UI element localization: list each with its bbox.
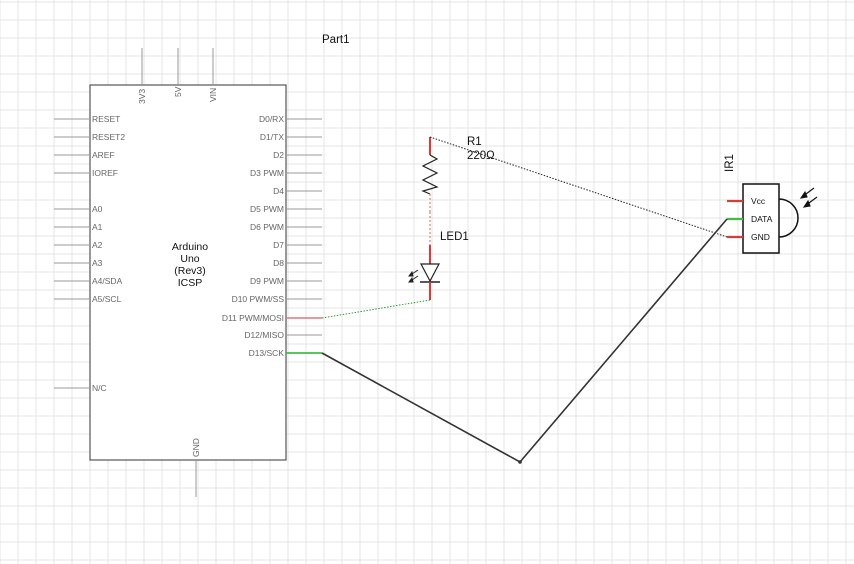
ir-ref: IR1	[724, 154, 736, 172]
led-ref: LED1	[440, 231, 469, 243]
ir-pin-label-vcc: Vcc	[751, 196, 766, 206]
chip-title-line-2: Uno	[180, 253, 199, 265]
pin-label-d11: D11 PWM/MOSI	[222, 313, 284, 323]
ir-pin-label-data: DATA	[751, 214, 773, 224]
ir-sensor-ir1[interactable]: IR1 Vcc DATA GND	[724, 154, 818, 254]
pin-label-a3: A3	[92, 258, 103, 268]
pin-label-ioref: IOREF	[92, 168, 118, 178]
ratsnest-d11-to-led[interactable]	[321, 299, 431, 319]
pin-label-a5-scl: A5/SCL	[92, 294, 122, 304]
pin-label-d3: D3 PWM	[250, 168, 284, 178]
pin-label-aref: AREF	[92, 150, 115, 160]
ir-receive-arrows-icon	[799, 187, 818, 208]
pin-label-d6: D6 PWM	[250, 222, 284, 232]
pin-label-d12: D12/MISO	[244, 330, 284, 340]
pin-label-3v3: 3V3	[137, 89, 147, 104]
pin-label-d8: D8	[273, 258, 284, 268]
wire-bendpoint[interactable]	[518, 460, 522, 464]
pin-label-d5: D5 PWM	[250, 204, 284, 214]
pin-label-vin: VIN	[208, 88, 218, 102]
ir-body[interactable]	[742, 183, 780, 254]
resistor-ref: R1	[467, 136, 482, 148]
arduino-body[interactable]	[89, 84, 287, 461]
pin-label-nc: N/C	[92, 383, 107, 393]
pin-label-d7: D7	[273, 240, 284, 250]
pin-label-a2: A2	[92, 240, 103, 250]
led-diode-triangle	[420, 263, 440, 283]
pin-label-gnd: GND	[191, 438, 201, 457]
pin-label-a4-sda: A4/SDA	[92, 276, 123, 286]
pin-label-d1-tx: D1/TX	[260, 132, 284, 142]
resistor-r1[interactable]: R1 220Ω	[421, 136, 495, 212]
ir-pin-label-gnd: GND	[751, 232, 770, 242]
part-label: Part1	[322, 34, 350, 46]
pin-label-d4: D4	[273, 186, 284, 196]
pin-label-d9: D9 PWM	[250, 276, 284, 286]
pin-label-d13: D13/SCK	[249, 348, 285, 358]
pin-label-reset2: RESET2	[92, 132, 125, 142]
chip-title-line-1: Arduino	[172, 241, 208, 253]
pin-label-d2: D2	[273, 150, 284, 160]
led-emission-arrows-icon	[408, 269, 419, 283]
resistor-value: 220Ω	[467, 150, 495, 162]
pin-label-5v: 5V	[173, 86, 183, 97]
pin-label-a0: A0	[92, 204, 103, 214]
pin-label-reset: RESET	[92, 114, 120, 124]
arduino-uno[interactable]: 3V3 5V VIN GND RESET RESET2 AREF IOREF A…	[54, 48, 322, 497]
ir-dome	[778, 198, 799, 238]
resistor-zigzag	[421, 154, 439, 195]
pin-label-d0-rx: D0/RX	[259, 114, 284, 124]
chip-title-line-3: (Rev3)	[174, 265, 206, 277]
pin-label-a1: A1	[92, 222, 103, 232]
ratsnest-r1-to-ir-gnd[interactable]	[429, 136, 728, 238]
chip-title-line-4: ICSP	[178, 277, 203, 289]
led-led1[interactable]: LED1	[408, 212, 469, 300]
pin-label-d10: D10 PWM/SS	[232, 294, 285, 304]
